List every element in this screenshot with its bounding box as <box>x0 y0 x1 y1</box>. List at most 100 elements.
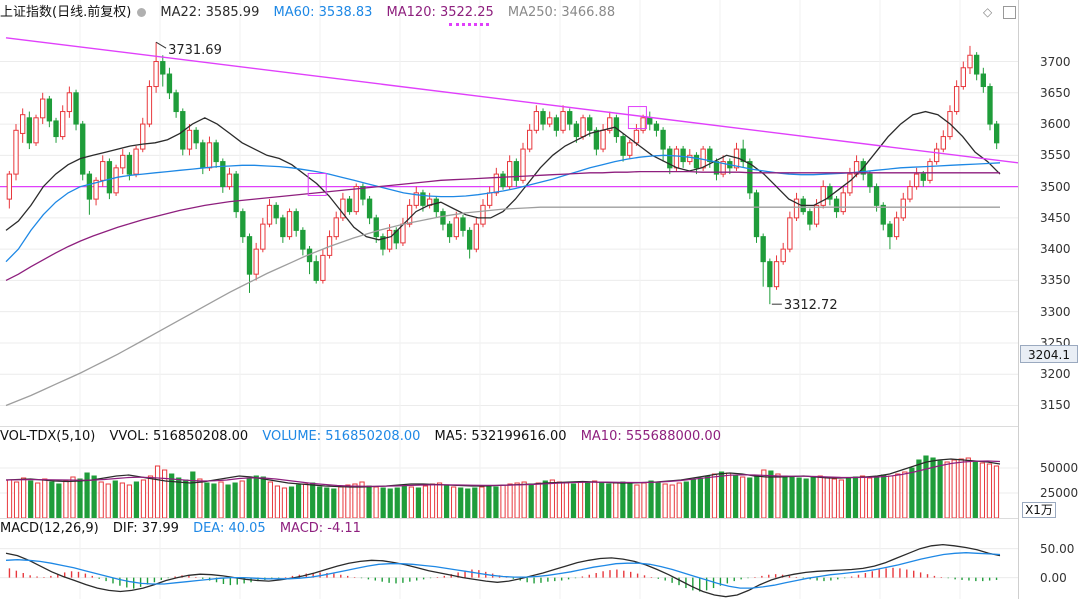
candle-body <box>913 173 920 188</box>
volume-bar <box>408 486 414 519</box>
volume-bar <box>923 455 929 519</box>
candle-body <box>340 198 346 219</box>
candle-body <box>873 186 880 206</box>
volume-bar <box>310 482 316 519</box>
candle-body <box>226 173 233 188</box>
candle-body <box>353 186 359 213</box>
current-price-badge: 3204.1 <box>1020 345 1078 363</box>
volume-bar <box>669 484 675 519</box>
candle-body <box>547 117 553 125</box>
volume-bar <box>641 482 647 519</box>
candle-body <box>667 148 673 169</box>
candle-body <box>473 223 479 250</box>
volume-bar <box>302 483 309 519</box>
volume-bar <box>176 477 182 519</box>
ma60-value: MA60: 3538.83 <box>273 5 373 20</box>
candle-body <box>100 161 106 181</box>
volume-bar <box>606 483 612 519</box>
volume-bar <box>972 460 978 519</box>
maximize-icon[interactable] <box>1003 6 1016 19</box>
macd-chart[interactable] <box>5 543 1001 598</box>
candle-body <box>953 86 960 113</box>
volume-bar <box>986 463 993 519</box>
candle-body <box>166 73 173 94</box>
high-price-label: 3731.69 <box>168 43 222 58</box>
candle-body <box>580 117 586 138</box>
candle-body <box>60 111 66 138</box>
candle-body <box>533 111 540 131</box>
volume-bar <box>436 482 443 519</box>
volume-bar <box>627 483 633 519</box>
candle-body <box>813 204 820 225</box>
price-chart[interactable] <box>0 37 1019 407</box>
candle-body <box>640 117 646 131</box>
volume-bar <box>521 481 527 519</box>
candle-body <box>373 217 379 238</box>
candle-body <box>393 229 399 244</box>
volume-bar <box>592 480 598 519</box>
volume-bar <box>718 471 725 519</box>
volume-bar <box>951 459 957 519</box>
candle-body <box>446 223 453 238</box>
volume-bar <box>895 473 901 519</box>
candle-body <box>993 123 1000 144</box>
volume-bar <box>366 485 372 519</box>
volume-bar <box>733 474 739 519</box>
candle-body <box>133 148 139 175</box>
volume-bar <box>246 477 252 519</box>
volume-bar <box>690 479 696 519</box>
candle-body <box>680 148 686 163</box>
volume-bar <box>528 483 534 519</box>
volume-bar <box>852 476 859 519</box>
volume-bar <box>105 483 111 519</box>
candle-body <box>500 173 506 188</box>
vol-title: VOL-TDX(5,10) <box>0 429 96 444</box>
candle-body <box>620 136 626 156</box>
y-tick-label: 50000 <box>1040 461 1079 475</box>
candle-body <box>633 129 640 144</box>
candle-body <box>753 192 760 238</box>
candle-body <box>593 129 600 150</box>
volume-bar <box>838 479 844 519</box>
volume-bar <box>232 482 238 519</box>
dropdown-icon[interactable] <box>137 8 147 17</box>
y-tick-label: 3550 <box>1040 148 1071 163</box>
candle-body <box>940 136 946 150</box>
y-tick-label: 3450 <box>1040 210 1071 225</box>
volume-bar <box>288 486 295 519</box>
volume-bar <box>218 481 224 519</box>
resistance-trendline <box>5 37 1019 164</box>
volume-bar <box>697 477 704 519</box>
volume-bar <box>253 475 259 519</box>
candle-body <box>66 92 73 113</box>
volume-bar <box>6 479 13 519</box>
candle-body <box>200 142 206 169</box>
volume-bar <box>620 481 626 519</box>
candle-body <box>440 211 446 225</box>
candle-body <box>313 261 319 281</box>
volume-bar <box>676 482 682 519</box>
diamond-icon[interactable]: ◇ <box>983 5 993 19</box>
candle-body <box>840 192 846 213</box>
candle-body <box>13 129 19 175</box>
candle-body <box>747 161 753 194</box>
volume-bar <box>98 481 104 519</box>
candle-body <box>887 223 893 238</box>
volume-bar <box>824 477 830 519</box>
y-tick-label: 3400 <box>1040 242 1071 257</box>
volume-bar <box>754 475 760 519</box>
volume-chart[interactable] <box>5 455 1001 519</box>
candle-body <box>193 129 199 144</box>
candle-body <box>707 148 713 163</box>
volume-bar <box>782 475 788 519</box>
macd-value: MACD: -4.11 <box>279 521 361 536</box>
volume-bar <box>91 475 97 519</box>
candle-body <box>527 129 533 150</box>
volume-unit-badge[interactable]: X1万 <box>1022 502 1056 518</box>
y-tick-label: 3350 <box>1040 273 1071 288</box>
macd-line-dea <box>5 552 1001 589</box>
volume-bar <box>324 487 330 519</box>
candle-body <box>660 129 666 150</box>
candle-body <box>587 117 593 131</box>
candle-body <box>740 148 746 163</box>
